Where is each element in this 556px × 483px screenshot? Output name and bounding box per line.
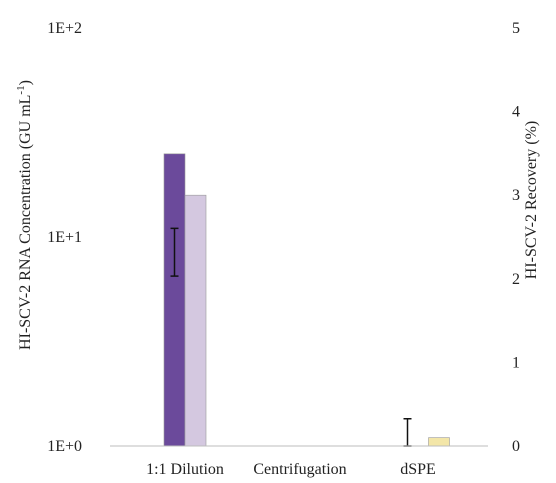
bar bbox=[429, 438, 450, 446]
left-axis-ticks: 1E+0 1E+1 1E+2 bbox=[47, 20, 82, 455]
category-labels: 1:1 Dilution Centrifugation dSPE bbox=[146, 461, 436, 478]
left-axis-title-main: HI-SCV-2 RNA Concentration (GU mL bbox=[17, 95, 34, 350]
bar bbox=[185, 195, 206, 446]
bars-layer bbox=[164, 154, 450, 446]
right-tick-label: 3 bbox=[512, 187, 520, 204]
left-axis-title-end: ) bbox=[17, 80, 34, 85]
category-label: 1:1 Dilution bbox=[146, 461, 224, 478]
right-axis-ticks: 0 1 2 3 4 5 bbox=[512, 20, 520, 455]
left-tick-label: 1E+1 bbox=[47, 229, 82, 246]
category-label: Centrifugation bbox=[253, 461, 346, 478]
right-tick-label: 5 bbox=[512, 20, 520, 37]
right-tick-label: 2 bbox=[512, 271, 520, 288]
left-axis-title-sup: -1 bbox=[15, 85, 27, 94]
right-tick-label: 4 bbox=[512, 104, 520, 121]
error-bars-layer bbox=[171, 228, 412, 446]
category-label: dSPE bbox=[400, 461, 436, 478]
left-axis-title: HI-SCV-2 RNA Concentration (GU mL-1) bbox=[15, 80, 34, 350]
bar bbox=[164, 154, 185, 446]
left-tick-label: 1E+2 bbox=[47, 20, 82, 37]
right-tick-label: 0 bbox=[512, 438, 520, 455]
right-axis-title: HI-SCV-2 Recovery (%) bbox=[523, 121, 540, 279]
right-tick-label: 1 bbox=[512, 354, 520, 371]
left-tick-label: 1E+0 bbox=[47, 438, 82, 455]
